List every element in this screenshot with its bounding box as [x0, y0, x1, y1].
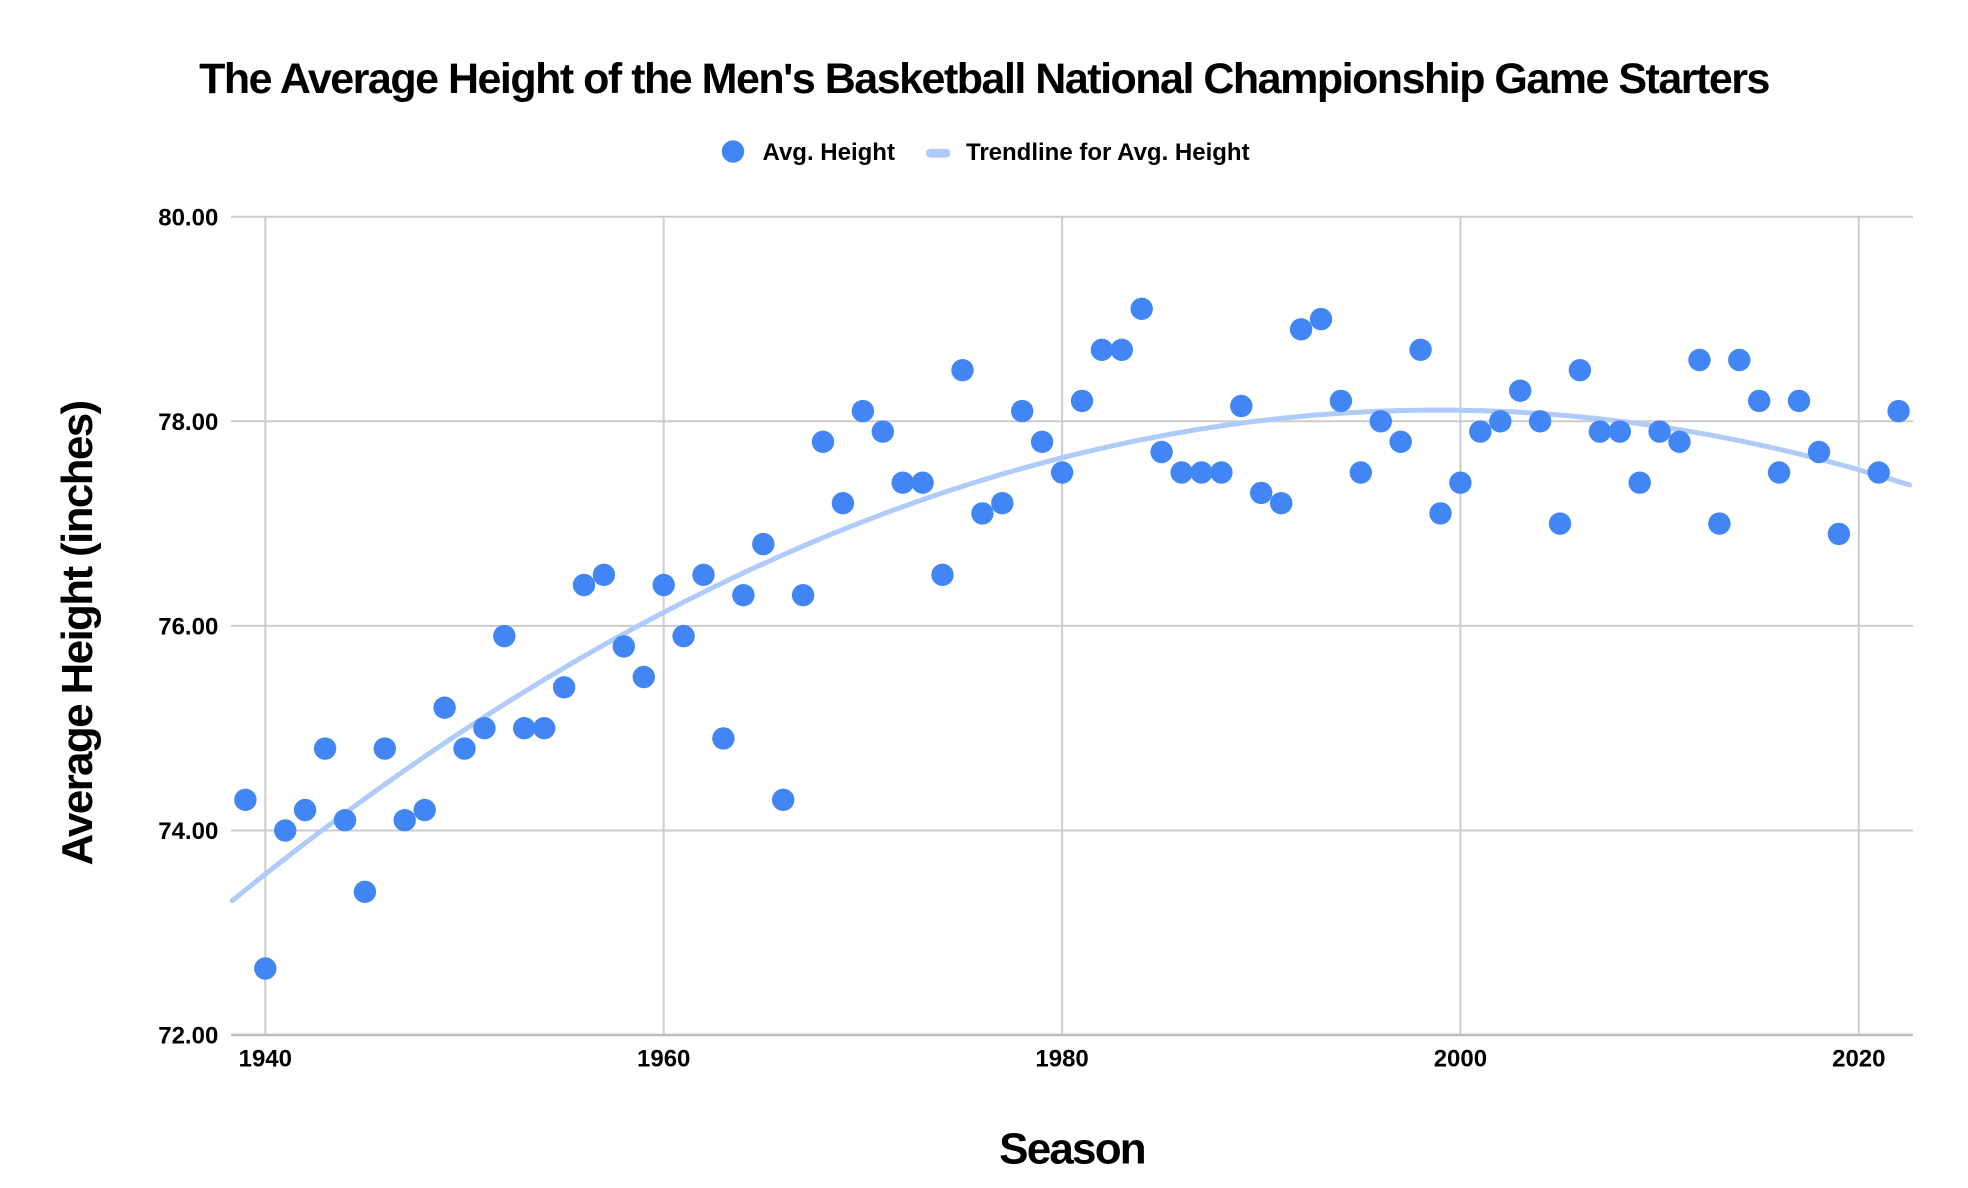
svg-text:The Average Height of the Men': The Average Height of the Men's Basketba…	[199, 55, 1769, 103]
svg-text:1980: 1980	[1035, 1046, 1088, 1073]
svg-text:1940: 1940	[239, 1046, 292, 1073]
svg-text:Season: Season	[999, 1125, 1145, 1174]
svg-text:Average Height (inches): Average Height (inches)	[53, 401, 102, 865]
svg-text:72.00: 72.00	[158, 1023, 218, 1050]
svg-text:74.00: 74.00	[158, 818, 218, 845]
svg-text:Avg. Height: Avg. Height	[763, 139, 895, 166]
svg-text:76.00: 76.00	[158, 614, 218, 641]
svg-text:80.00: 80.00	[158, 204, 218, 231]
svg-text:1960: 1960	[637, 1046, 690, 1073]
svg-text:2020: 2020	[1832, 1046, 1885, 1073]
svg-text:78.00: 78.00	[158, 409, 218, 436]
svg-text:2000: 2000	[1434, 1046, 1487, 1073]
svg-text:Trendline for Avg. Height: Trendline for Avg. Height	[966, 139, 1250, 166]
